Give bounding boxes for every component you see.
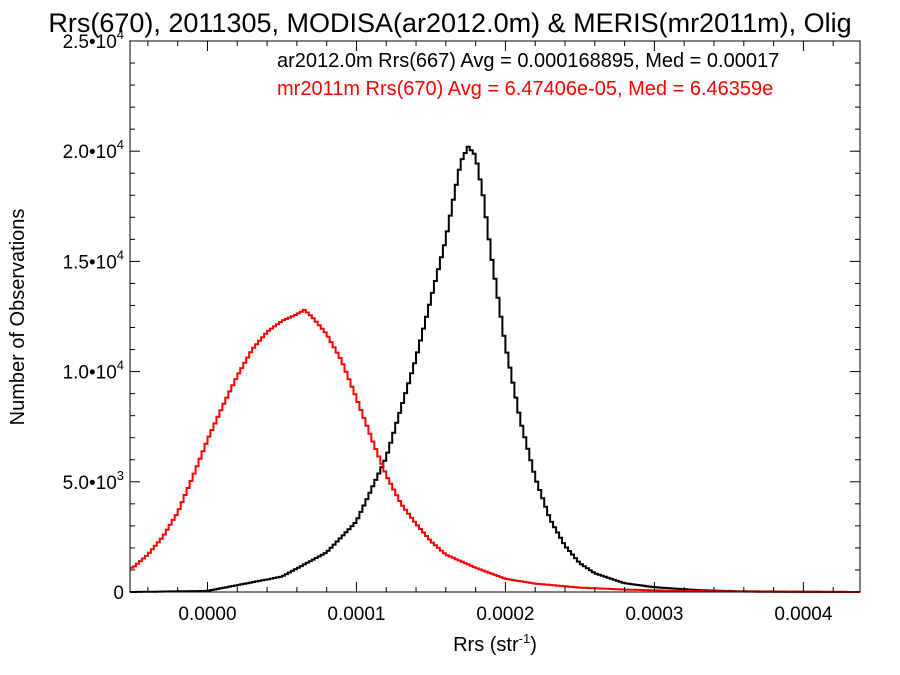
x-axis-label: Rrs (str-1) bbox=[453, 631, 537, 656]
x-tick-label: 0.0002 bbox=[476, 604, 534, 625]
plot-area: 0.0000 0.0001 0.0002 0.0003 0.0004 0 5.0•103 1.… bbox=[63, 27, 861, 625]
y-tick-label: 5.0•103 bbox=[63, 468, 124, 494]
x-tick-label: 0.0000 bbox=[178, 604, 236, 625]
x-tick-label: 0.0003 bbox=[625, 604, 683, 625]
axis-ticks: 0.0000 0.0001 0.0002 0.0003 0.0004 0 5.0•103 1.… bbox=[63, 27, 860, 625]
y-tick-label: 2.0•104 bbox=[63, 137, 124, 163]
x-tick-label: 0.0004 bbox=[774, 604, 833, 625]
x-tick-label: 0.0001 bbox=[327, 604, 385, 625]
y-tick-label: 1.5•104 bbox=[63, 247, 124, 273]
y-tick-label: 1.0•104 bbox=[63, 358, 124, 384]
legend-entry-modisa: ar2012.0m Rrs(667) Avg = 0.000168895, Me… bbox=[277, 50, 779, 72]
plot-frame bbox=[129, 40, 861, 593]
y-tick-label: 2.5•104 bbox=[63, 27, 124, 53]
series-modisa-histogram bbox=[130, 145, 860, 593]
chart-title: Rrs(670), 2011305, MODISA(ar2012.0m) & M… bbox=[48, 8, 851, 38]
legend-entry-meris: mr2011m Rrs(670) Avg = 6.47406e-05, Med … bbox=[277, 78, 773, 100]
series-layer bbox=[130, 145, 860, 593]
series-meris-histogram bbox=[130, 308, 860, 593]
y-axis-label: Number of Observations bbox=[7, 209, 29, 426]
y-tick-label: 0 bbox=[113, 583, 124, 604]
